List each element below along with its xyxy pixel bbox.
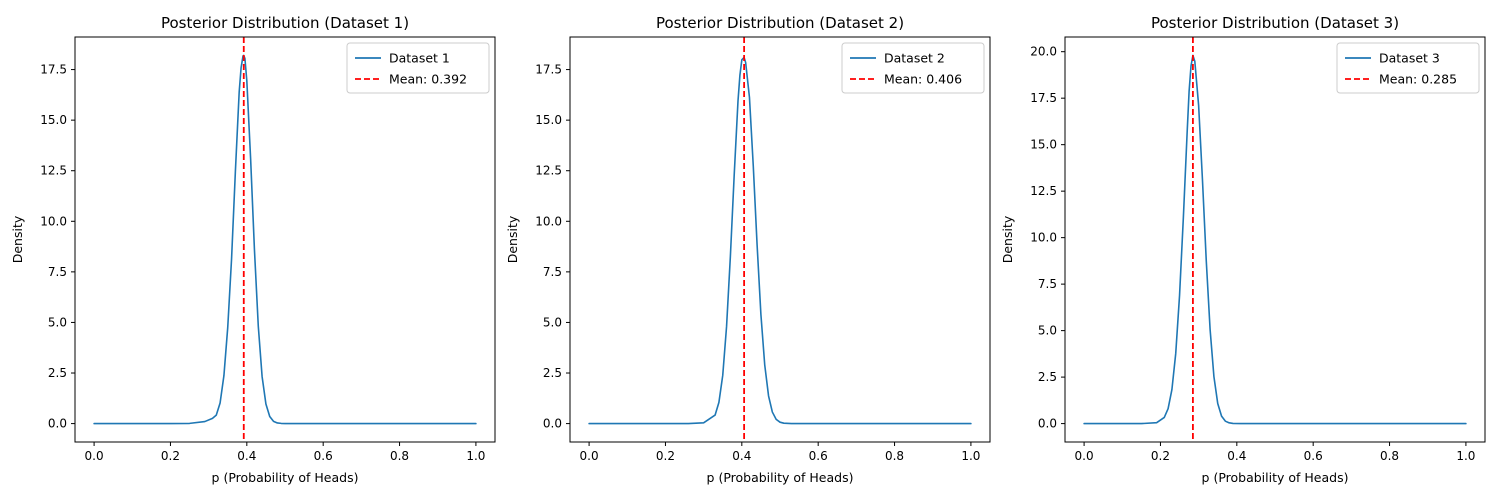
chart-panel-3: Posterior Distribution (Dataset 3) 0.0 0.2… bbox=[1000, 14, 1486, 485]
legend-label: Dataset 2 bbox=[884, 51, 945, 66]
x-tick-label: 0.4 bbox=[237, 449, 256, 463]
y-tick-label: 17.5 bbox=[1030, 91, 1057, 105]
chart-panel-2: Posterior Distribution (Dataset 2) 0.0 0.2… bbox=[505, 14, 991, 485]
y-tick-label: 5.0 bbox=[48, 315, 67, 329]
y-tick-label: 7.5 bbox=[48, 265, 67, 279]
legend-box bbox=[1336, 42, 1480, 94]
x-tick-label: 0.6 bbox=[1304, 449, 1323, 463]
x-tick-label: 0.2 bbox=[656, 449, 675, 463]
y-axis-label: Density bbox=[1000, 215, 1015, 263]
legend-item: Mean: 0.392 bbox=[355, 72, 467, 87]
legend-label: Mean: 0.406 bbox=[884, 72, 962, 87]
legend-item: Dataset 2 bbox=[850, 51, 945, 66]
x-axis-label: p (Probability of Heads) bbox=[212, 470, 359, 485]
y-tick-label: 5.0 bbox=[543, 315, 562, 329]
x-tick-label: 1.0 bbox=[1456, 449, 1475, 463]
plot-area bbox=[1083, 37, 1467, 442]
y-tick-label: 7.5 bbox=[1038, 277, 1057, 291]
y-tick-label: 10.0 bbox=[535, 214, 562, 228]
chart-title: Posterior Distribution (Dataset 2) bbox=[656, 14, 904, 32]
y-tick-label: 10.0 bbox=[40, 214, 67, 228]
y-tick-label: 7.5 bbox=[543, 265, 562, 279]
x-tick-label: 1.0 bbox=[961, 449, 980, 463]
axes-frame bbox=[1064, 36, 1486, 443]
x-axis-label: p (Probability of Heads) bbox=[707, 470, 854, 485]
x-tick-label: 0.8 bbox=[885, 449, 904, 463]
posterior-density-line bbox=[588, 56, 972, 425]
legend-box bbox=[841, 42, 985, 94]
legend-label: Dataset 1 bbox=[389, 51, 450, 66]
y-tick-label: 12.5 bbox=[40, 164, 67, 178]
x-tick-label: 0.0 bbox=[580, 449, 599, 463]
y-tick-label: 2.5 bbox=[48, 366, 67, 380]
x-axis-label: p (Probability of Heads) bbox=[1202, 470, 1349, 485]
legend: Dataset 1 Mean: 0.392 bbox=[346, 42, 490, 94]
y-tick-label: 0.0 bbox=[1038, 417, 1057, 431]
x-tick-label: 1.0 bbox=[466, 449, 485, 463]
posterior-density-line bbox=[93, 54, 477, 425]
axes-frame bbox=[569, 36, 991, 443]
legend: Dataset 3 Mean: 0.285 bbox=[1336, 42, 1480, 94]
x-tick-label: 0.2 bbox=[161, 449, 180, 463]
chart-title: Posterior Distribution (Dataset 3) bbox=[1151, 14, 1399, 32]
y-tick-label: 2.5 bbox=[543, 366, 562, 380]
x-tick-label: 0.4 bbox=[732, 449, 751, 463]
y-tick-label: 2.5 bbox=[1038, 370, 1057, 384]
legend-label: Mean: 0.285 bbox=[1379, 72, 1457, 87]
y-tick-label: 10.0 bbox=[1030, 231, 1057, 245]
y-tick-label: 0.0 bbox=[543, 417, 562, 431]
legend-item: Mean: 0.285 bbox=[1345, 72, 1457, 87]
y-tick-label: 15.0 bbox=[535, 113, 562, 127]
y-axis-label: Density bbox=[505, 215, 520, 263]
x-tick-label: 0.8 bbox=[390, 449, 409, 463]
legend-item: Mean: 0.406 bbox=[850, 72, 962, 87]
legend-label: Dataset 3 bbox=[1379, 51, 1440, 66]
x-tick-label: 0.0 bbox=[1075, 449, 1094, 463]
y-tick-label: 17.5 bbox=[535, 63, 562, 77]
legend-label: Mean: 0.392 bbox=[389, 72, 467, 87]
chart-title: Posterior Distribution (Dataset 1) bbox=[161, 14, 409, 32]
y-axis-label: Density bbox=[10, 215, 25, 263]
y-tick-label: 5.0 bbox=[1038, 324, 1057, 338]
chart-panel-1: Posterior Distribution (Dataset 1) 0.0 0.2… bbox=[10, 14, 496, 485]
posterior-density-line bbox=[1083, 54, 1467, 425]
y-tick-label: 20.0 bbox=[1030, 45, 1057, 59]
x-tick-label: 0.6 bbox=[809, 449, 828, 463]
y-tick-label: 15.0 bbox=[1030, 138, 1057, 152]
legend-item: Dataset 3 bbox=[1345, 51, 1440, 66]
y-tick-label: 17.5 bbox=[40, 63, 67, 77]
legend-box bbox=[346, 42, 490, 94]
y-tick-label: 12.5 bbox=[535, 164, 562, 178]
axes-frame bbox=[74, 36, 496, 443]
y-tick-label: 12.5 bbox=[1030, 184, 1057, 198]
plot-area bbox=[93, 37, 477, 442]
y-tick-label: 15.0 bbox=[40, 113, 67, 127]
x-tick-label: 0.2 bbox=[1151, 449, 1170, 463]
x-tick-label: 0.6 bbox=[314, 449, 333, 463]
y-tick-label: 0.0 bbox=[48, 417, 67, 431]
x-tick-label: 0.0 bbox=[85, 449, 104, 463]
x-tick-label: 0.8 bbox=[1380, 449, 1399, 463]
legend-item: Dataset 1 bbox=[355, 51, 450, 66]
plot-area bbox=[588, 37, 972, 442]
legend: Dataset 2 Mean: 0.406 bbox=[841, 42, 985, 94]
x-tick-label: 0.4 bbox=[1227, 449, 1246, 463]
